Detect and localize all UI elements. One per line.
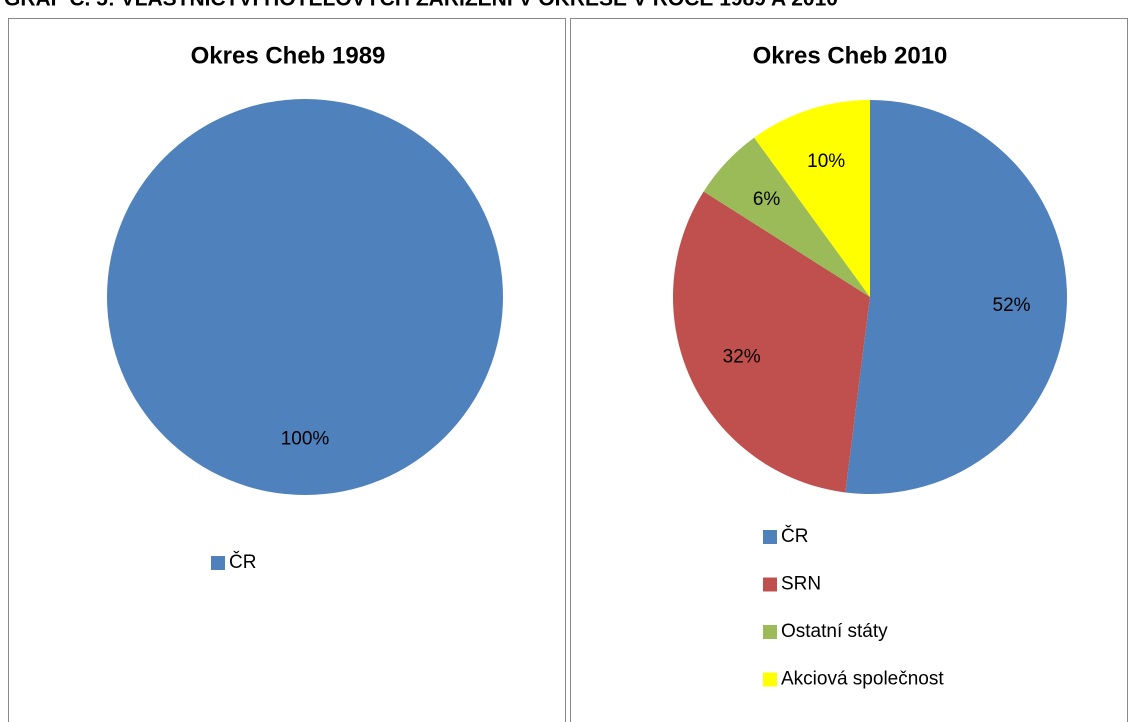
legend-label: ČR	[229, 551, 256, 573]
data-label: 100%	[281, 429, 330, 450]
data-label: 52%	[993, 295, 1031, 316]
data-label: 10%	[807, 151, 845, 172]
data-label: 32%	[723, 346, 761, 367]
pie-slice	[107, 99, 503, 495]
chart-title: Okres Cheb 2010	[753, 42, 948, 69]
legend-swatch	[763, 530, 777, 544]
data-label: 6%	[753, 189, 781, 210]
legend-swatch	[211, 556, 225, 570]
legend-swatch	[763, 577, 777, 592]
legend-label: SRN	[781, 574, 821, 595]
pie-slice	[672, 191, 870, 493]
legend-swatch	[763, 625, 777, 639]
legend-swatch	[763, 672, 777, 687]
legend-label: Ostatní státy	[781, 621, 888, 642]
legend-label: Akciová společnost	[781, 669, 944, 690]
chart-title: Okres Cheb 1989	[191, 42, 386, 69]
page-title: GRAF Č. 5: VLASTNICTVÍ HOTELOVÝCH ZAŘÍZE…	[4, 0, 838, 11]
legend-label: ČR	[781, 525, 808, 547]
pie-slice	[845, 100, 1067, 494]
pie-slice	[703, 137, 870, 297]
pie-slice	[754, 100, 870, 297]
